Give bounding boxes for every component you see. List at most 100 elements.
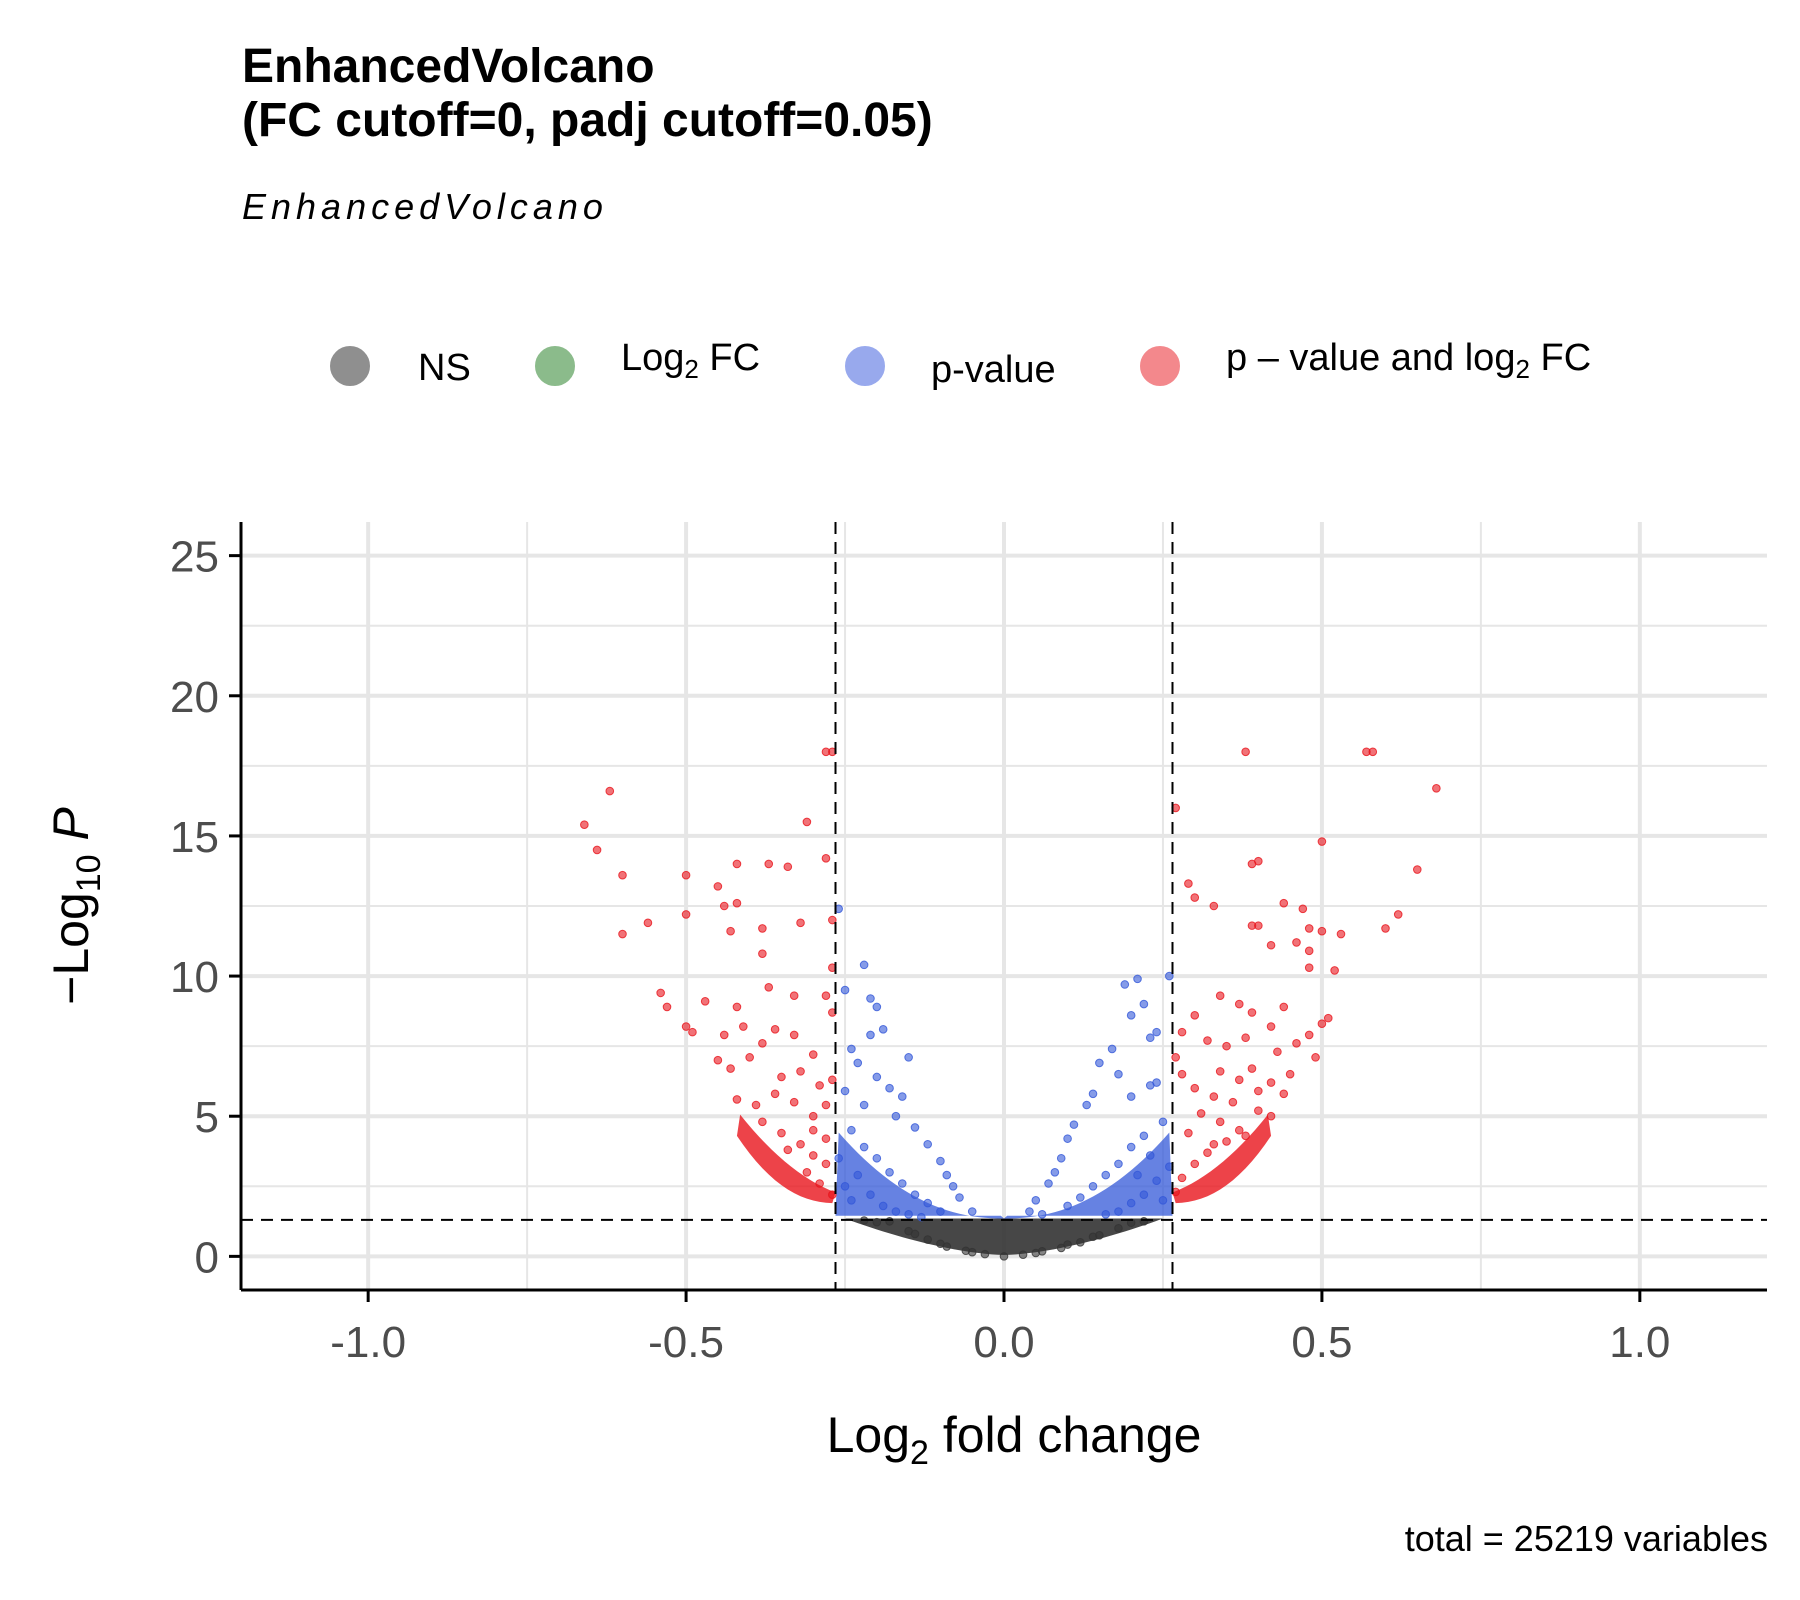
pvalue-point [866,994,875,1003]
pvalue-point [859,1100,869,1110]
pvalue-point [1063,1201,1072,1211]
both-point [1266,1078,1276,1087]
ns-point [923,1235,933,1244]
pvalue-point-cloud-right [1004,1132,1173,1219]
pvalue-point [910,1123,920,1132]
pvalue-point [891,1207,901,1216]
both-point [726,1064,735,1073]
ns-point [872,1217,882,1227]
both-point [1285,1069,1295,1079]
both-point [1177,1173,1187,1183]
both-point [1222,1041,1231,1051]
both-point [1317,1019,1327,1029]
legend-label-ns: NS [418,347,471,389]
pvalue-point [1050,1167,1060,1177]
both-point-cloud-right [1172,1114,1272,1204]
both-point [1298,904,1308,914]
both-point [1209,1092,1219,1101]
both-point [1304,946,1314,956]
caption: total = 25219 variables [1404,1518,1768,1559]
pvalue-point [872,1002,882,1012]
pvalue-point [1139,1131,1149,1141]
pvalue-point [897,1179,907,1188]
both-point [821,854,831,863]
both-point [719,901,729,911]
pvalue-point [1069,1120,1079,1129]
both-point [1273,1047,1282,1057]
both-point [821,1159,831,1169]
title-block: EnhancedVolcano (FC cutoff=0, padj cutof… [242,40,933,228]
y-axis-title: −Log10 P [43,807,108,1005]
both-point [1234,1125,1244,1135]
both-point [808,1050,818,1059]
both-point [1254,1086,1263,1096]
both-point [1222,1137,1231,1146]
both-point [681,870,691,880]
chart-subtitle: EnhancedVolcano [242,186,608,227]
both-point [1215,1067,1225,1076]
pvalue-point [1126,1011,1136,1020]
ns-point [980,1249,990,1259]
pvalue-point [885,1083,894,1093]
both-point [821,991,831,1000]
pvalue-point [878,1025,888,1034]
both-point [1279,1089,1289,1099]
pvalue-point [853,1058,863,1068]
pvalue-point [847,1196,856,1205]
legend-dot-both [1140,346,1180,386]
both-point [1247,859,1257,869]
pvalue-point [923,1198,933,1208]
both-point [1304,924,1314,933]
both-point [1190,1159,1200,1169]
pvalue-point [942,1170,952,1180]
both-point [580,820,589,830]
pvalue-point [1139,999,1149,1009]
ns-point [1076,1238,1085,1247]
pvalue-point [859,960,869,970]
both-point [815,1179,824,1188]
pvalue-point [897,1092,907,1101]
legend-label-pvalue: p-value [931,349,1056,391]
both-point [751,1100,761,1110]
pvalue-point [910,1190,920,1200]
x-axis-title: Log2 fold change [827,1407,1202,1472]
pvalue-point [1145,1151,1155,1160]
ns-point [1031,1248,1041,1258]
pvalue-point [1114,1159,1123,1169]
both-point [1184,879,1193,888]
both-point [796,918,805,928]
pvalue-point [1145,1033,1155,1043]
both-point [1393,910,1403,919]
both-point [1241,747,1250,757]
both-point [681,1022,691,1031]
pvalue-point [866,1030,875,1040]
both-point [789,991,799,1000]
both-point [700,996,710,1006]
both-point [656,988,665,998]
both-point [1184,1128,1193,1138]
x-tick-label: -0.5 [648,1318,724,1367]
both-point [1203,1036,1212,1045]
both-point [777,1128,786,1138]
pvalue-point-cloud-left [835,1132,1004,1219]
both-point [770,1025,780,1034]
both-point [1317,926,1327,936]
pvalue-point [1158,1196,1168,1205]
pvalue-point [1120,980,1130,989]
both-point [688,1027,697,1037]
both-point [789,1030,799,1040]
both-point [1234,999,1244,1009]
pvalue-point [872,1153,882,1163]
both-point [1215,1117,1225,1127]
both-point [732,1095,742,1104]
ns-point [885,1217,894,1226]
both-point [758,949,767,958]
both-point [796,1139,805,1149]
both-point [764,982,774,992]
pvalue-point [1031,1196,1041,1205]
both-point [732,1002,742,1012]
legend-dot-ns [330,346,370,386]
both-point [1177,1027,1187,1037]
x-tick-label: 0.0 [973,1318,1034,1367]
